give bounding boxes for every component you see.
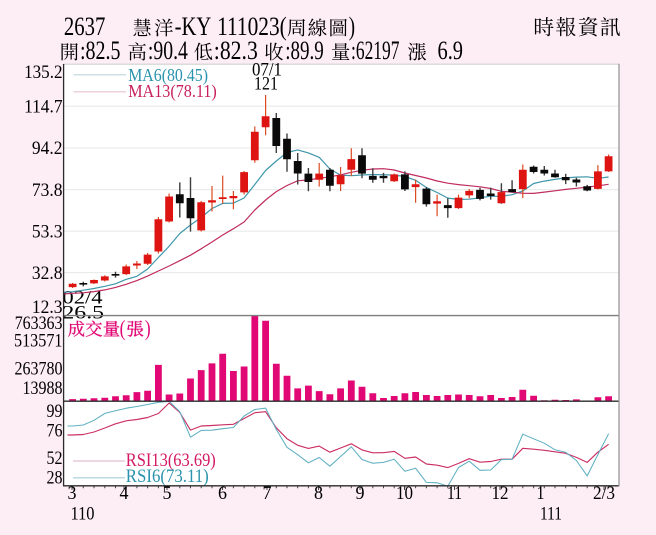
svg-text::62197: :62197 — [351, 36, 400, 65]
svg-text:RSI6(73.11): RSI6(73.11) — [126, 466, 209, 487]
svg-text:9: 9 — [356, 483, 365, 504]
svg-text:12.3: 12.3 — [32, 297, 63, 318]
svg-text:02/4: 02/4 — [62, 287, 103, 308]
svg-text:MA13(78.11): MA13(78.11) — [128, 81, 217, 102]
svg-text:3: 3 — [68, 483, 77, 504]
svg-text:135.2: 135.2 — [24, 62, 62, 83]
svg-text::89.9: :89.9 — [285, 36, 324, 65]
svg-text:12: 12 — [492, 483, 509, 504]
svg-text:28: 28 — [47, 468, 63, 489]
svg-text:114.7: 114.7 — [24, 96, 62, 117]
svg-text:121: 121 — [254, 74, 278, 95]
svg-text:110: 110 — [71, 503, 95, 524]
svg-text:-KY: -KY — [175, 12, 212, 41]
svg-text:99: 99 — [47, 401, 63, 422]
svg-text:): ) — [145, 315, 151, 340]
svg-text:(: ( — [120, 315, 126, 340]
svg-text:111023(: 111023( — [217, 12, 287, 41]
svg-text:94.2: 94.2 — [32, 138, 63, 159]
svg-text:32.8: 32.8 — [32, 263, 63, 284]
svg-text:26.5: 26.5 — [62, 302, 104, 323]
svg-text:763363: 763363 — [15, 313, 63, 334]
svg-text:5: 5 — [163, 483, 172, 504]
svg-text:8: 8 — [314, 483, 323, 504]
svg-text:RSI13(63.69): RSI13(63.69) — [126, 450, 216, 471]
svg-text:2/3: 2/3 — [593, 483, 615, 504]
svg-text::82.3: :82.3 — [214, 36, 258, 65]
svg-text:263780: 263780 — [15, 359, 63, 380]
svg-text::90.4: :90.4 — [148, 36, 188, 65]
svg-text:6: 6 — [218, 483, 227, 504]
svg-text:): ) — [349, 12, 355, 41]
svg-text::82.5: :82.5 — [80, 36, 121, 65]
svg-text:53.3: 53.3 — [32, 221, 63, 242]
svg-text:13988: 13988 — [23, 378, 63, 399]
svg-text:MA6(80.45): MA6(80.45) — [128, 65, 208, 86]
svg-text:07/1: 07/1 — [252, 60, 282, 81]
svg-text:52: 52 — [47, 448, 63, 469]
svg-text:2637: 2637 — [64, 12, 106, 41]
svg-text:10: 10 — [396, 483, 413, 504]
svg-text:513571: 513571 — [14, 330, 63, 351]
svg-text:76: 76 — [47, 421, 63, 442]
svg-text:11: 11 — [447, 483, 462, 504]
svg-text:111: 111 — [540, 503, 562, 524]
svg-text:6.9: 6.9 — [438, 36, 464, 65]
svg-text:73.8: 73.8 — [32, 180, 63, 201]
svg-text:4: 4 — [120, 483, 129, 504]
svg-text:1: 1 — [537, 483, 545, 504]
svg-text:7: 7 — [263, 483, 272, 504]
